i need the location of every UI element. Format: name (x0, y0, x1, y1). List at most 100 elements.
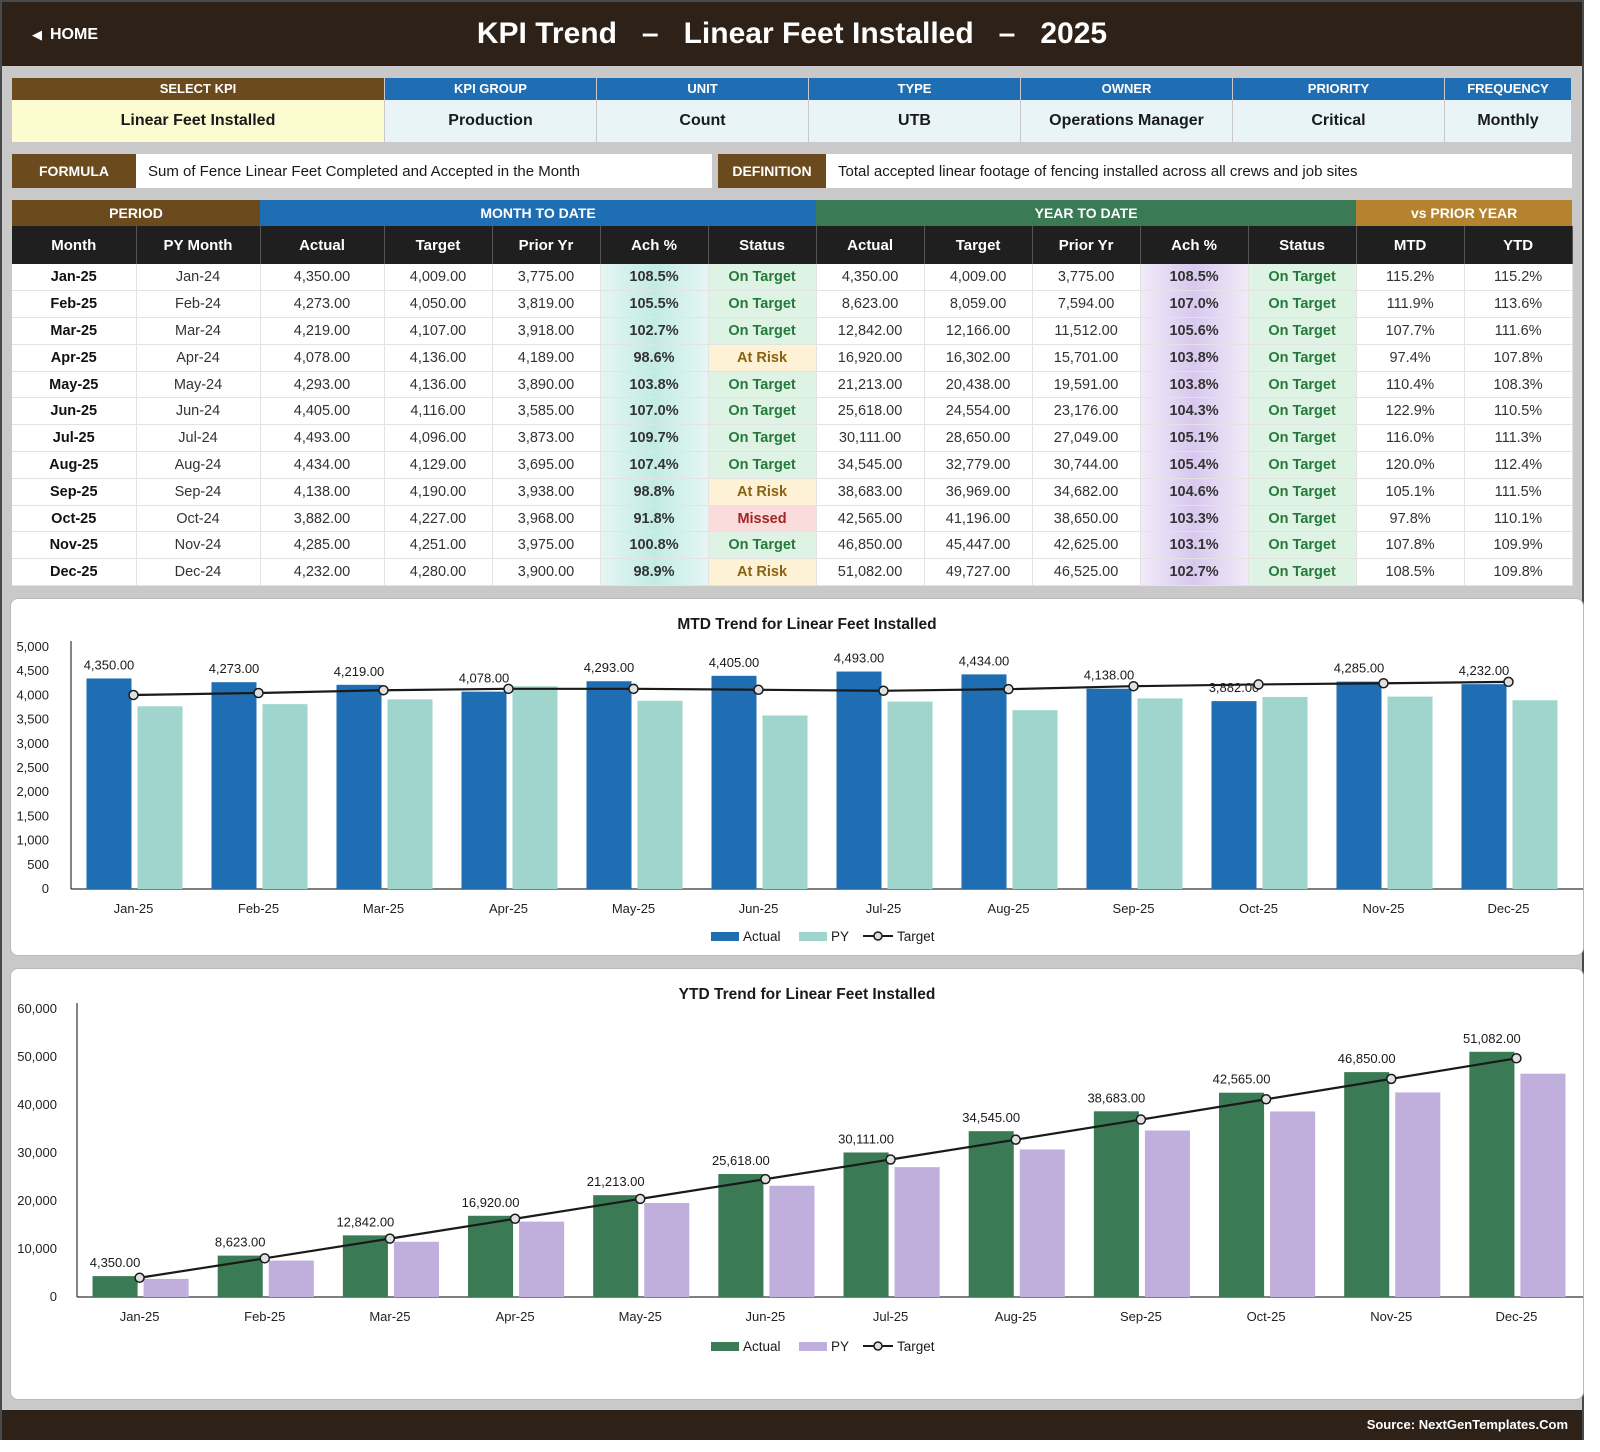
table-row: Aug-25 Aug-24 4,434.00 4,129.00 3,695.00 107.… (12, 451, 1573, 479)
table-cell: 4,096.00 (384, 424, 493, 453)
bar-actual (211, 682, 257, 889)
data-label: 34,545.00 (962, 1110, 1020, 1125)
table-cell: 3,975.00 (492, 531, 601, 560)
table-cell: Jan-24 (136, 264, 261, 292)
table-cell: 16,302.00 (924, 344, 1033, 372)
table-cell: 42,625.00 (1032, 531, 1141, 560)
table-row: Apr-25 Apr-24 4,078.00 4,136.00 4,189.00 98.6… (12, 344, 1573, 372)
data-label: 21,213.00 (587, 1174, 645, 1189)
table-cell: 108.5% (1140, 264, 1249, 292)
table-cell: 38,650.00 (1032, 505, 1141, 533)
table-cell: 105.1% (1140, 424, 1249, 453)
data-label: 4,232.00 (1459, 663, 1510, 678)
x-tick-label: Nov-25 (1370, 1309, 1412, 1324)
legend-label-py: PY (831, 929, 849, 944)
data-label: 4,434.00 (959, 653, 1010, 668)
bar-py (268, 1260, 314, 1297)
target-point (628, 683, 639, 695)
column-header: Actual (816, 226, 925, 264)
table-cell: 111.5% (1464, 478, 1573, 506)
table-row: Mar-25 Mar-24 4,219.00 4,107.00 3,918.00 102.… (12, 317, 1573, 345)
table-cell: 107.7% (1356, 317, 1465, 345)
status-badge: On Target (1248, 424, 1357, 453)
y-tick-label: 20,000 (17, 1193, 57, 1208)
bar-actual (1461, 684, 1507, 889)
table-cell: 30,111.00 (816, 424, 925, 453)
x-tick-label: May-25 (619, 1309, 662, 1324)
table-cell: 98.6% (600, 344, 709, 372)
table-cell: 21,213.00 (816, 371, 925, 399)
x-tick-label: Mar-25 (363, 901, 404, 916)
bar-py (1270, 1111, 1316, 1297)
info-value: Production (385, 100, 596, 142)
data-label: 51,082.00 (1463, 1031, 1521, 1046)
info-label: TYPE (809, 78, 1020, 100)
table-cell: 105.5% (600, 290, 709, 319)
x-tick-label: Dec-25 (1488, 901, 1530, 916)
table-cell: Feb-25 (12, 290, 137, 319)
bar-py (1262, 696, 1308, 889)
definition-label: DEFINITION (718, 154, 826, 188)
table-cell: 4,190.00 (384, 478, 493, 506)
status-badge: On Target (1248, 344, 1357, 372)
column-header: Ach % (1140, 226, 1249, 264)
target-point (128, 689, 139, 701)
x-tick-label: Aug-25 (988, 901, 1030, 916)
table-cell: Nov-25 (12, 531, 137, 560)
bar-py (1512, 700, 1558, 889)
bar-py (644, 1202, 690, 1297)
status-badge: On Target (1248, 478, 1357, 506)
footer-bar: Source: NextGenTemplates.Com (2, 1410, 1582, 1440)
home-button-label: HOME (50, 26, 98, 43)
table-cell: 3,918.00 (492, 317, 601, 345)
table-cell: Mar-25 (12, 317, 137, 345)
table-cell: 116.0% (1356, 424, 1465, 453)
info-unit: UNIT Count (597, 78, 809, 142)
table-cell: 3,882.00 (260, 505, 385, 533)
table-cell: 107.0% (600, 397, 709, 426)
target-point (253, 687, 264, 699)
table-cell: 109.7% (600, 424, 709, 453)
bar-actual (336, 684, 382, 889)
table-cell: 110.4% (1356, 371, 1465, 399)
status-badge: On Target (708, 451, 817, 479)
bar-actual (1336, 681, 1382, 889)
data-label: 4,138.00 (1084, 668, 1135, 683)
table-cell: 8,623.00 (816, 290, 925, 319)
info-value: Monthly (1445, 100, 1571, 142)
bar-actual (1344, 1072, 1390, 1297)
table-cell: 19,591.00 (1032, 371, 1141, 399)
table-cell: 4,280.00 (384, 558, 493, 587)
table-cell: 12,842.00 (816, 317, 925, 345)
table-cell: 4,273.00 (260, 290, 385, 319)
table-cell: 41,196.00 (924, 505, 1033, 533)
target-line (133, 680, 1509, 697)
select-kpi-dropdown[interactable]: Linear Feet Installed (12, 100, 384, 142)
table-cell: 8,059.00 (924, 290, 1033, 319)
info-label: PRIORITY (1233, 78, 1444, 100)
legend-label-py: PY (831, 1339, 849, 1354)
status-badge: At Risk (708, 558, 817, 587)
x-tick-label: Aug-25 (995, 1309, 1037, 1324)
table-cell: Jul-25 (12, 424, 137, 453)
table-cell: 27,049.00 (1032, 424, 1141, 453)
page-title: KPI Trend – Linear Feet Installed – 2025 (476, 17, 1108, 50)
table-cell: 4,350.00 (816, 264, 925, 292)
formula-text: Sum of Fence Linear Feet Completed and A… (136, 154, 712, 188)
table-cell: 122.9% (1356, 397, 1465, 426)
bar-py (769, 1185, 815, 1297)
group-vs-prior-year: vs PRIOR YEAR (1356, 200, 1573, 226)
home-button[interactable]: ◀ HOME (32, 22, 98, 48)
y-tick-label: 1,500 (16, 808, 49, 823)
definition-text: Total accepted linear footage of fencing… (826, 154, 1572, 188)
x-tick-label: Jan-25 (114, 901, 154, 916)
table-cell: Apr-25 (12, 344, 137, 372)
table-row: Nov-25 Nov-24 4,285.00 4,251.00 3,975.00 100.… (12, 531, 1573, 560)
table-cell: 34,682.00 (1032, 478, 1141, 506)
table-cell: May-25 (12, 371, 137, 399)
table-cell: 104.6% (1140, 478, 1249, 506)
table-cell: 4,107.00 (384, 317, 493, 345)
column-header: Prior Yr (1032, 226, 1141, 264)
table-cell: 11,512.00 (1032, 317, 1141, 345)
table-cell: 34,545.00 (816, 451, 925, 479)
